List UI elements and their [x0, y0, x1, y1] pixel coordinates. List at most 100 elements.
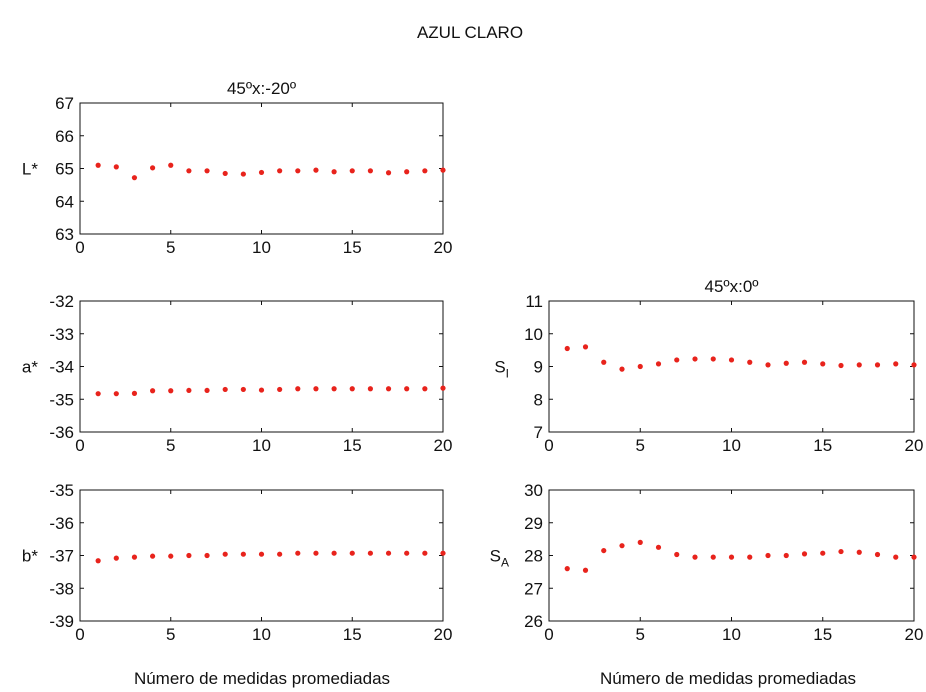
- data-point: [204, 552, 210, 559]
- y-tick-label: -36: [49, 514, 74, 533]
- y-axis-label: SA: [490, 547, 509, 570]
- data-point: [295, 550, 301, 556]
- data-point: [747, 554, 753, 560]
- data-point: [204, 168, 210, 174]
- data-point: [893, 361, 899, 367]
- y-axis-label: a*: [22, 358, 38, 377]
- x-axis-label-right: Número de medidas promediadas: [600, 669, 856, 688]
- x-tick-label: 5: [166, 625, 175, 644]
- data-point: [113, 555, 119, 561]
- y-tick-label: 8: [534, 390, 543, 409]
- data-point: [838, 548, 844, 555]
- x-tick-label: 0: [75, 238, 84, 257]
- panel-Lstar: 0 5 10 15 20 63 64 65 66 67 45ºx:-20º L*: [22, 79, 453, 257]
- data-point: [113, 164, 119, 170]
- y-tick-label: 26: [524, 612, 543, 631]
- y-tick-label: -38: [49, 579, 74, 598]
- data-point: [637, 363, 643, 370]
- data-point: [186, 387, 192, 394]
- data-point: [801, 359, 808, 365]
- data-point: [95, 391, 101, 397]
- data-point: [619, 543, 625, 549]
- x-tick-label: 20: [434, 625, 453, 644]
- data-point: [820, 550, 826, 556]
- y-tick-label: 30: [524, 481, 543, 500]
- x-axis-label-left: Número de medidas promediadas: [134, 669, 390, 688]
- figure-title: AZUL CLARO: [417, 23, 523, 42]
- data-point: [564, 345, 570, 352]
- data-point: [582, 344, 589, 350]
- data-point: [710, 554, 716, 560]
- data-point: [313, 550, 319, 556]
- data-point: [331, 169, 337, 175]
- data-point: [874, 362, 881, 368]
- data-point: [150, 553, 156, 559]
- data-point: [295, 168, 301, 174]
- data-point: [422, 550, 428, 556]
- y-axis-label-subscript: I: [506, 367, 509, 381]
- data-point: [277, 386, 283, 393]
- data-point: [820, 361, 826, 367]
- y-tick-label: -32: [49, 292, 74, 311]
- data-point: [856, 362, 862, 368]
- data-point: [838, 362, 844, 369]
- data-point: [440, 385, 446, 391]
- data-point: [186, 552, 192, 559]
- x-tick-label: 5: [166, 436, 175, 455]
- data-point: [874, 551, 881, 558]
- data-point: [783, 360, 789, 366]
- plot-frame: [79, 300, 444, 433]
- data-point: [692, 554, 698, 560]
- data-point: [95, 558, 101, 564]
- data-point: [601, 359, 607, 365]
- data-point: [404, 386, 410, 392]
- data-point: [349, 550, 355, 556]
- data-point: [313, 386, 319, 392]
- data-point: [331, 550, 337, 556]
- data-point: [367, 386, 373, 392]
- data-point: [422, 386, 428, 392]
- data-point: [204, 387, 210, 394]
- y-tick-label: 9: [534, 358, 543, 377]
- panel-title: 45ºx:-20º: [227, 79, 296, 98]
- x-tick-label: 0: [75, 436, 84, 455]
- data-point: [422, 168, 428, 174]
- data-point: [150, 165, 156, 171]
- y-axis-label: b*: [22, 547, 38, 566]
- data-point: [131, 175, 138, 181]
- y-tick-label: -39: [49, 612, 74, 631]
- y-tick-label: 28: [524, 547, 543, 566]
- x-tick-label: 10: [252, 436, 271, 455]
- data-point: [258, 387, 265, 393]
- data-point: [692, 356, 698, 362]
- data-point: [710, 356, 716, 362]
- data-point: [385, 386, 392, 392]
- data-point: [911, 362, 917, 368]
- y-tick-label: 7: [534, 423, 543, 442]
- data-point: [440, 550, 446, 556]
- data-point: [440, 167, 446, 173]
- data-point: [655, 361, 662, 367]
- data-point: [131, 554, 138, 560]
- y-axis-label-main: L*: [22, 160, 38, 179]
- data-point: [349, 386, 355, 392]
- data-point: [222, 170, 228, 177]
- data-point: [240, 386, 246, 393]
- data-point: [186, 168, 192, 174]
- data-point: [150, 388, 156, 394]
- data-point: [674, 551, 680, 558]
- x-tick-label: 10: [252, 625, 271, 644]
- x-tick-label: 20: [905, 625, 924, 644]
- x-tick-label: 10: [722, 436, 741, 455]
- data-point: [168, 388, 174, 394]
- data-point: [601, 547, 607, 554]
- data-point: [168, 553, 174, 559]
- y-tick-label: 11: [525, 292, 543, 311]
- data-point: [801, 551, 808, 557]
- data-point: [331, 386, 337, 392]
- y-tick-label: 10: [524, 325, 543, 344]
- panel-SI: 0 5 10 15 20 7 8 9 10 11 45ºx:0º SI: [494, 277, 923, 455]
- x-tick-label: 10: [722, 625, 741, 644]
- data-point: [404, 550, 410, 556]
